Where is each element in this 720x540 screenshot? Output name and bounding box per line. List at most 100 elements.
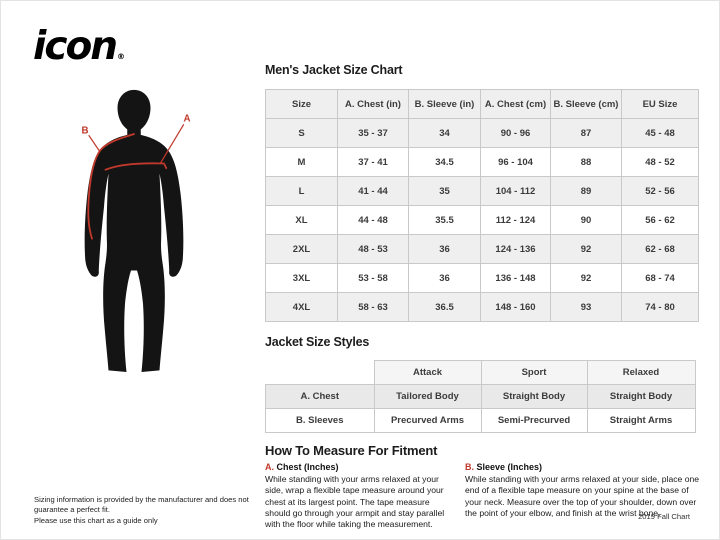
icon-logo: icon® <box>33 27 125 66</box>
column-header: Attack <box>373 360 482 385</box>
chart-version: 2019 Fall Chart <box>638 512 690 521</box>
measure-label-a: A <box>184 114 191 125</box>
table-cell: L <box>265 176 338 206</box>
table-row: 2XL 48 - 53 36 124 - 136 92 62 - 68 <box>265 234 699 264</box>
table-cell: 90 <box>550 205 622 235</box>
table-cell: 52 - 56 <box>621 176 699 206</box>
table-cell: 96 - 104 <box>480 147 551 177</box>
table-cell: 112 - 124 <box>480 205 551 235</box>
table-cell: Semi-Precurved <box>480 408 588 433</box>
sleeve-measure-line <box>87 133 135 240</box>
column-header: B. Sleeve (cm) <box>550 89 622 119</box>
jacket-size-styles-table: Attack Sport Relaxed A. Chest Tailored Body S… <box>265 360 696 433</box>
table-cell: 35 <box>408 176 481 206</box>
table-cell: 68 - 74 <box>621 263 699 293</box>
column-header: Size <box>265 89 338 119</box>
chest-measure-instructions: A. Chest (Inches) While standing with yo… <box>265 462 457 531</box>
table-cell: 34 <box>408 118 481 148</box>
table-row: M 37 - 41 34.5 96 - 104 88 48 - 52 <box>265 147 699 177</box>
table-cell: 44 - 48 <box>337 205 409 235</box>
sleeve-letter: B. <box>465 462 474 472</box>
table-cell: 36 <box>408 234 481 264</box>
table-cell: 36.5 <box>408 292 481 322</box>
size-chart-title: Men's Jacket Size Chart <box>265 63 403 77</box>
table-cell: 88 <box>550 147 622 177</box>
chest-measure-text: While standing with your arms relaxed at… <box>265 474 445 530</box>
table-row: A. Chest Tailored Body Straight Body Straig… <box>265 384 696 409</box>
table-cell: 148 - 160 <box>480 292 551 322</box>
column-header: Sport <box>480 360 588 385</box>
table-cell: A. Chest <box>265 384 375 409</box>
table-cell: 136 - 148 <box>480 263 551 293</box>
table-cell: 48 - 52 <box>621 147 699 177</box>
body-silhouette-figure: A B <box>82 89 191 372</box>
table-cell: 87 <box>550 118 622 148</box>
man-silhouette <box>84 89 184 372</box>
table-row: B. Sleeves Precurved Arms Semi-Precurved St… <box>265 408 696 433</box>
table-cell: 56 - 62 <box>621 205 699 235</box>
label-a-pointer-line <box>159 124 185 165</box>
table-cell: 3XL <box>265 263 338 293</box>
registered-trademark-icon: ® <box>117 52 126 61</box>
table-cell: M <box>265 147 338 177</box>
mens-jacket-size-table: Size A. Chest (in) B. Sleeve (in) A. Chest … <box>265 89 699 322</box>
table-cell: 35 - 37 <box>337 118 409 148</box>
table-cell: 48 - 53 <box>337 234 409 264</box>
column-header: Relaxed <box>586 360 696 385</box>
table-header-row: Attack Sport Relaxed <box>266 360 696 385</box>
chest-letter: A. <box>265 462 274 472</box>
table-cell: Tailored Body <box>373 384 482 409</box>
column-header <box>266 361 375 385</box>
measure-title: How To Measure For Fitment <box>265 443 438 458</box>
table-cell: 62 - 68 <box>621 234 699 264</box>
table-cell: Straight Arms <box>586 408 696 433</box>
table-cell: 37 - 41 <box>337 147 409 177</box>
table-cell: Straight Body <box>586 384 696 409</box>
table-cell: Precurved Arms <box>373 408 482 433</box>
chest-measure-heading: A. Chest (Inches) <box>265 462 457 472</box>
table-cell: S <box>265 118 338 148</box>
table-row: 4XL 58 - 63 36.5 148 - 160 93 74 - 80 <box>265 292 699 322</box>
table-cell: 34.5 <box>408 147 481 177</box>
column-header: A. Chest (in) <box>337 89 409 119</box>
table-row: L 41 - 44 35 104 - 112 89 52 - 56 <box>265 176 699 206</box>
sleeve-label: Sleeve (Inches) <box>476 462 543 472</box>
table-cell: B. Sleeves <box>265 408 375 433</box>
chest-label: Chest (Inches) <box>276 462 339 472</box>
measure-label-b: B <box>82 125 89 136</box>
measure-instructions: A. Chest (Inches) While standing with yo… <box>265 462 701 531</box>
sleeve-measure-text: While standing with your arms relaxed at… <box>465 474 700 519</box>
column-header: A. Chest (cm) <box>480 89 551 119</box>
table-cell: 90 - 96 <box>480 118 551 148</box>
table-cell: 92 <box>550 263 622 293</box>
table-cell: 41 - 44 <box>337 176 409 206</box>
table-cell: 35.5 <box>408 205 481 235</box>
table-cell: 58 - 63 <box>337 292 409 322</box>
table-cell: 36 <box>408 263 481 293</box>
table-header-row: Size A. Chest (in) B. Sleeve (in) A. Chest … <box>265 89 699 119</box>
label-b-pointer-line <box>88 134 101 152</box>
table-cell: 89 <box>550 176 622 206</box>
table-cell: 92 <box>550 234 622 264</box>
table-row: XL 44 - 48 35.5 112 - 124 90 56 - 62 <box>265 205 699 235</box>
style-chart-title: Jacket Size Styles <box>265 335 370 349</box>
column-header: EU Size <box>621 89 699 119</box>
icon-logo-text: icon <box>33 24 118 69</box>
table-cell: 53 - 58 <box>337 263 409 293</box>
column-header: B. Sleeve (in) <box>408 89 481 119</box>
sleeve-measure-heading: B. Sleeve (Inches) <box>465 462 701 472</box>
table-cell: 74 - 80 <box>621 292 699 322</box>
table-cell: 2XL <box>265 234 338 264</box>
table-row: 3XL 53 - 58 36 136 - 148 92 68 - 74 <box>265 263 699 293</box>
table-row: S 35 - 37 34 90 - 96 87 45 - 48 <box>265 118 699 148</box>
chest-measure-line <box>104 162 168 171</box>
table-cell: 4XL <box>265 292 338 322</box>
table-cell: 45 - 48 <box>621 118 699 148</box>
table-cell: 124 - 136 <box>480 234 551 264</box>
sleeve-measure-instructions: B. Sleeve (Inches) While standing with y… <box>465 462 701 531</box>
table-cell: 93 <box>550 292 622 322</box>
table-cell: XL <box>265 205 338 235</box>
table-cell: 104 - 112 <box>480 176 551 206</box>
disclaimer-text: Sizing information is provided by the ma… <box>34 495 249 525</box>
